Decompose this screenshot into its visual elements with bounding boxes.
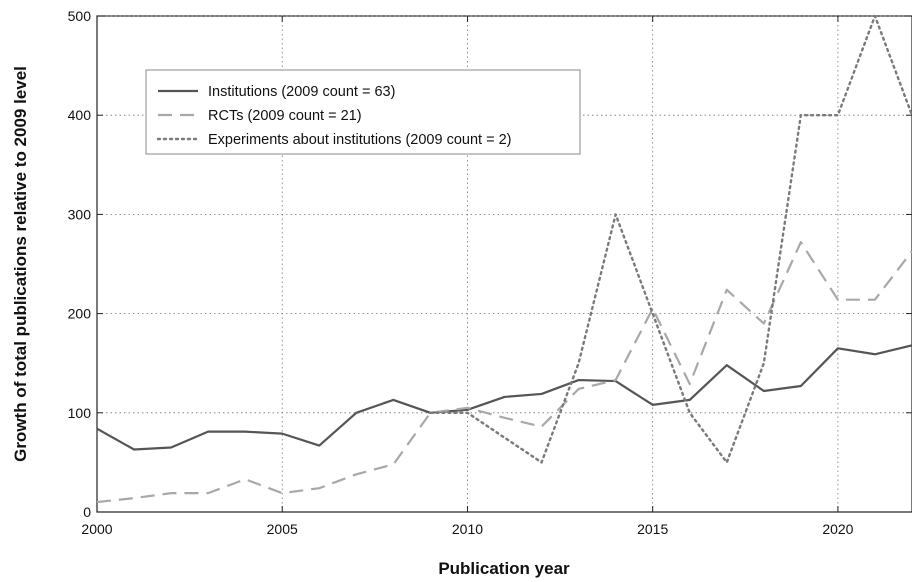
series-line-1 <box>96 344 912 451</box>
legend-label-1: Institutions (2009 count = 63) <box>208 84 395 100</box>
y-tick-label: 400 <box>68 107 92 123</box>
axis-ticks: 2000 2005 2010 2015 2020 0 100 200 300 400 500 <box>68 8 912 537</box>
y-tick-label: 500 <box>68 8 92 24</box>
y-axis-title: Growth of total publications relative to… <box>11 66 30 462</box>
legend: Institutions (2009 count = 63) RCTs (2009… <box>145 69 581 155</box>
legend-label-3: Experiments about institutions (2009 cou… <box>208 132 511 148</box>
x-tick-label: 2005 <box>267 521 298 537</box>
plot-frame <box>96 15 912 513</box>
x-tick-label: 2020 <box>822 521 853 537</box>
legend-label-2: RCTs (2009 count = 21) <box>208 108 362 124</box>
y-tick-label: 300 <box>68 206 92 222</box>
y-tick-label: 200 <box>68 306 92 322</box>
y-tick-label: 100 <box>68 405 92 421</box>
series-line-2 <box>96 241 912 504</box>
series-lines <box>96 14 912 504</box>
x-tick-label: 2015 <box>637 521 668 537</box>
series-line-3 <box>429 14 912 464</box>
x-axis-title: Publication year <box>438 559 570 578</box>
x-tick-label: 2010 <box>452 521 483 537</box>
x-tick-label: 2000 <box>81 521 112 537</box>
y-tick-label: 0 <box>83 504 91 520</box>
legend-box <box>145 69 581 155</box>
